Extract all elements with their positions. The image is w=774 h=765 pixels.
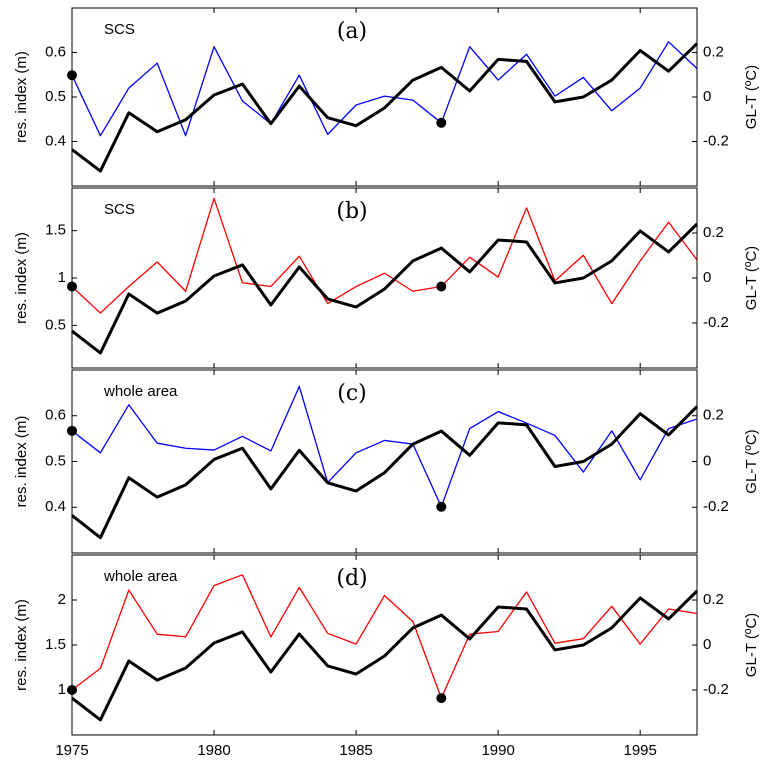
- panel-label: (c): [337, 381, 367, 406]
- y-tick-label: 0.4: [45, 132, 66, 149]
- y-tick-label: 1: [58, 681, 66, 698]
- panel-subtitle: SCS: [104, 201, 135, 218]
- y2-tick-label: -0.2: [703, 498, 729, 515]
- x-tick-label: 1975: [55, 742, 88, 759]
- y-tick-label: 1.5: [45, 636, 66, 653]
- y2-tick-label: 0: [703, 88, 711, 105]
- y-tick-label: 0.4: [45, 498, 66, 515]
- data-line: [71, 222, 699, 355]
- panel-subtitle: SCS: [104, 21, 135, 38]
- marker-dot: [67, 70, 77, 81]
- marker-dot: [67, 281, 77, 292]
- y2-axis-label: GL-T (ºC): [743, 613, 760, 677]
- y2-axis-label: GL-T (ºC): [743, 65, 760, 129]
- marker-dot: [436, 501, 447, 512]
- data-line: [71, 197, 698, 314]
- y-tick-label: 0.6: [45, 407, 66, 424]
- panel-label: (b): [336, 199, 367, 224]
- y-tick-label: 1: [58, 269, 66, 286]
- plot-frame: [71, 187, 698, 369]
- panel-label: (a): [337, 19, 367, 44]
- data-line: [71, 405, 699, 540]
- y-axis-label: res. index (m): [13, 232, 30, 324]
- y-tick-label: 0.5: [45, 452, 66, 469]
- y2-tick-label: 0.2: [703, 591, 724, 608]
- data-line: [71, 385, 698, 508]
- y-tick-label: 0.5: [45, 316, 66, 333]
- y2-tick-label: -0.2: [703, 314, 729, 331]
- data-line: [71, 41, 698, 137]
- y-tick-label: 0.6: [45, 43, 66, 60]
- y2-tick-label: -0.2: [703, 132, 729, 149]
- x-tick-label: 1980: [197, 742, 230, 759]
- panel-subtitle: whole area: [103, 568, 178, 585]
- data-line: [71, 574, 698, 699]
- y2-tick-label: 0.2: [703, 224, 724, 241]
- y-tick-label: 1.5: [45, 222, 66, 239]
- marker-dot: [67, 685, 77, 695]
- y2-tick-label: 0: [703, 636, 711, 653]
- y2-tick-label: 0: [703, 269, 711, 286]
- marker-dot: [436, 281, 447, 292]
- y2-tick-label: 0.2: [703, 43, 724, 60]
- panel-subtitle: whole area: [103, 383, 178, 400]
- x-tick-label: 1985: [339, 742, 372, 759]
- y-axis-label: res. index (m): [13, 599, 30, 691]
- y2-axis-label: GL-T (ºC): [743, 246, 760, 310]
- y-axis-label: res. index (m): [13, 416, 30, 508]
- x-tick-label: 1990: [481, 742, 514, 759]
- marker-dot: [67, 425, 77, 436]
- y-tick-label: 0.5: [45, 88, 66, 105]
- marker-dot: [436, 117, 447, 128]
- y2-tick-label: -0.2: [703, 681, 729, 698]
- y-tick-label: 2: [58, 591, 66, 608]
- x-tick-label: 1995: [623, 742, 656, 759]
- y-axis-label: res. index (m): [13, 51, 30, 143]
- data-line: [71, 589, 699, 722]
- panel-label: (d): [336, 566, 367, 591]
- marker-dot: [436, 693, 447, 704]
- y2-tick-label: 0: [703, 452, 711, 469]
- data-line: [71, 42, 699, 173]
- plot-frame: [71, 7, 698, 187]
- y2-tick-label: 0.2: [703, 407, 724, 424]
- y2-axis-label: GL-T (ºC): [743, 429, 760, 493]
